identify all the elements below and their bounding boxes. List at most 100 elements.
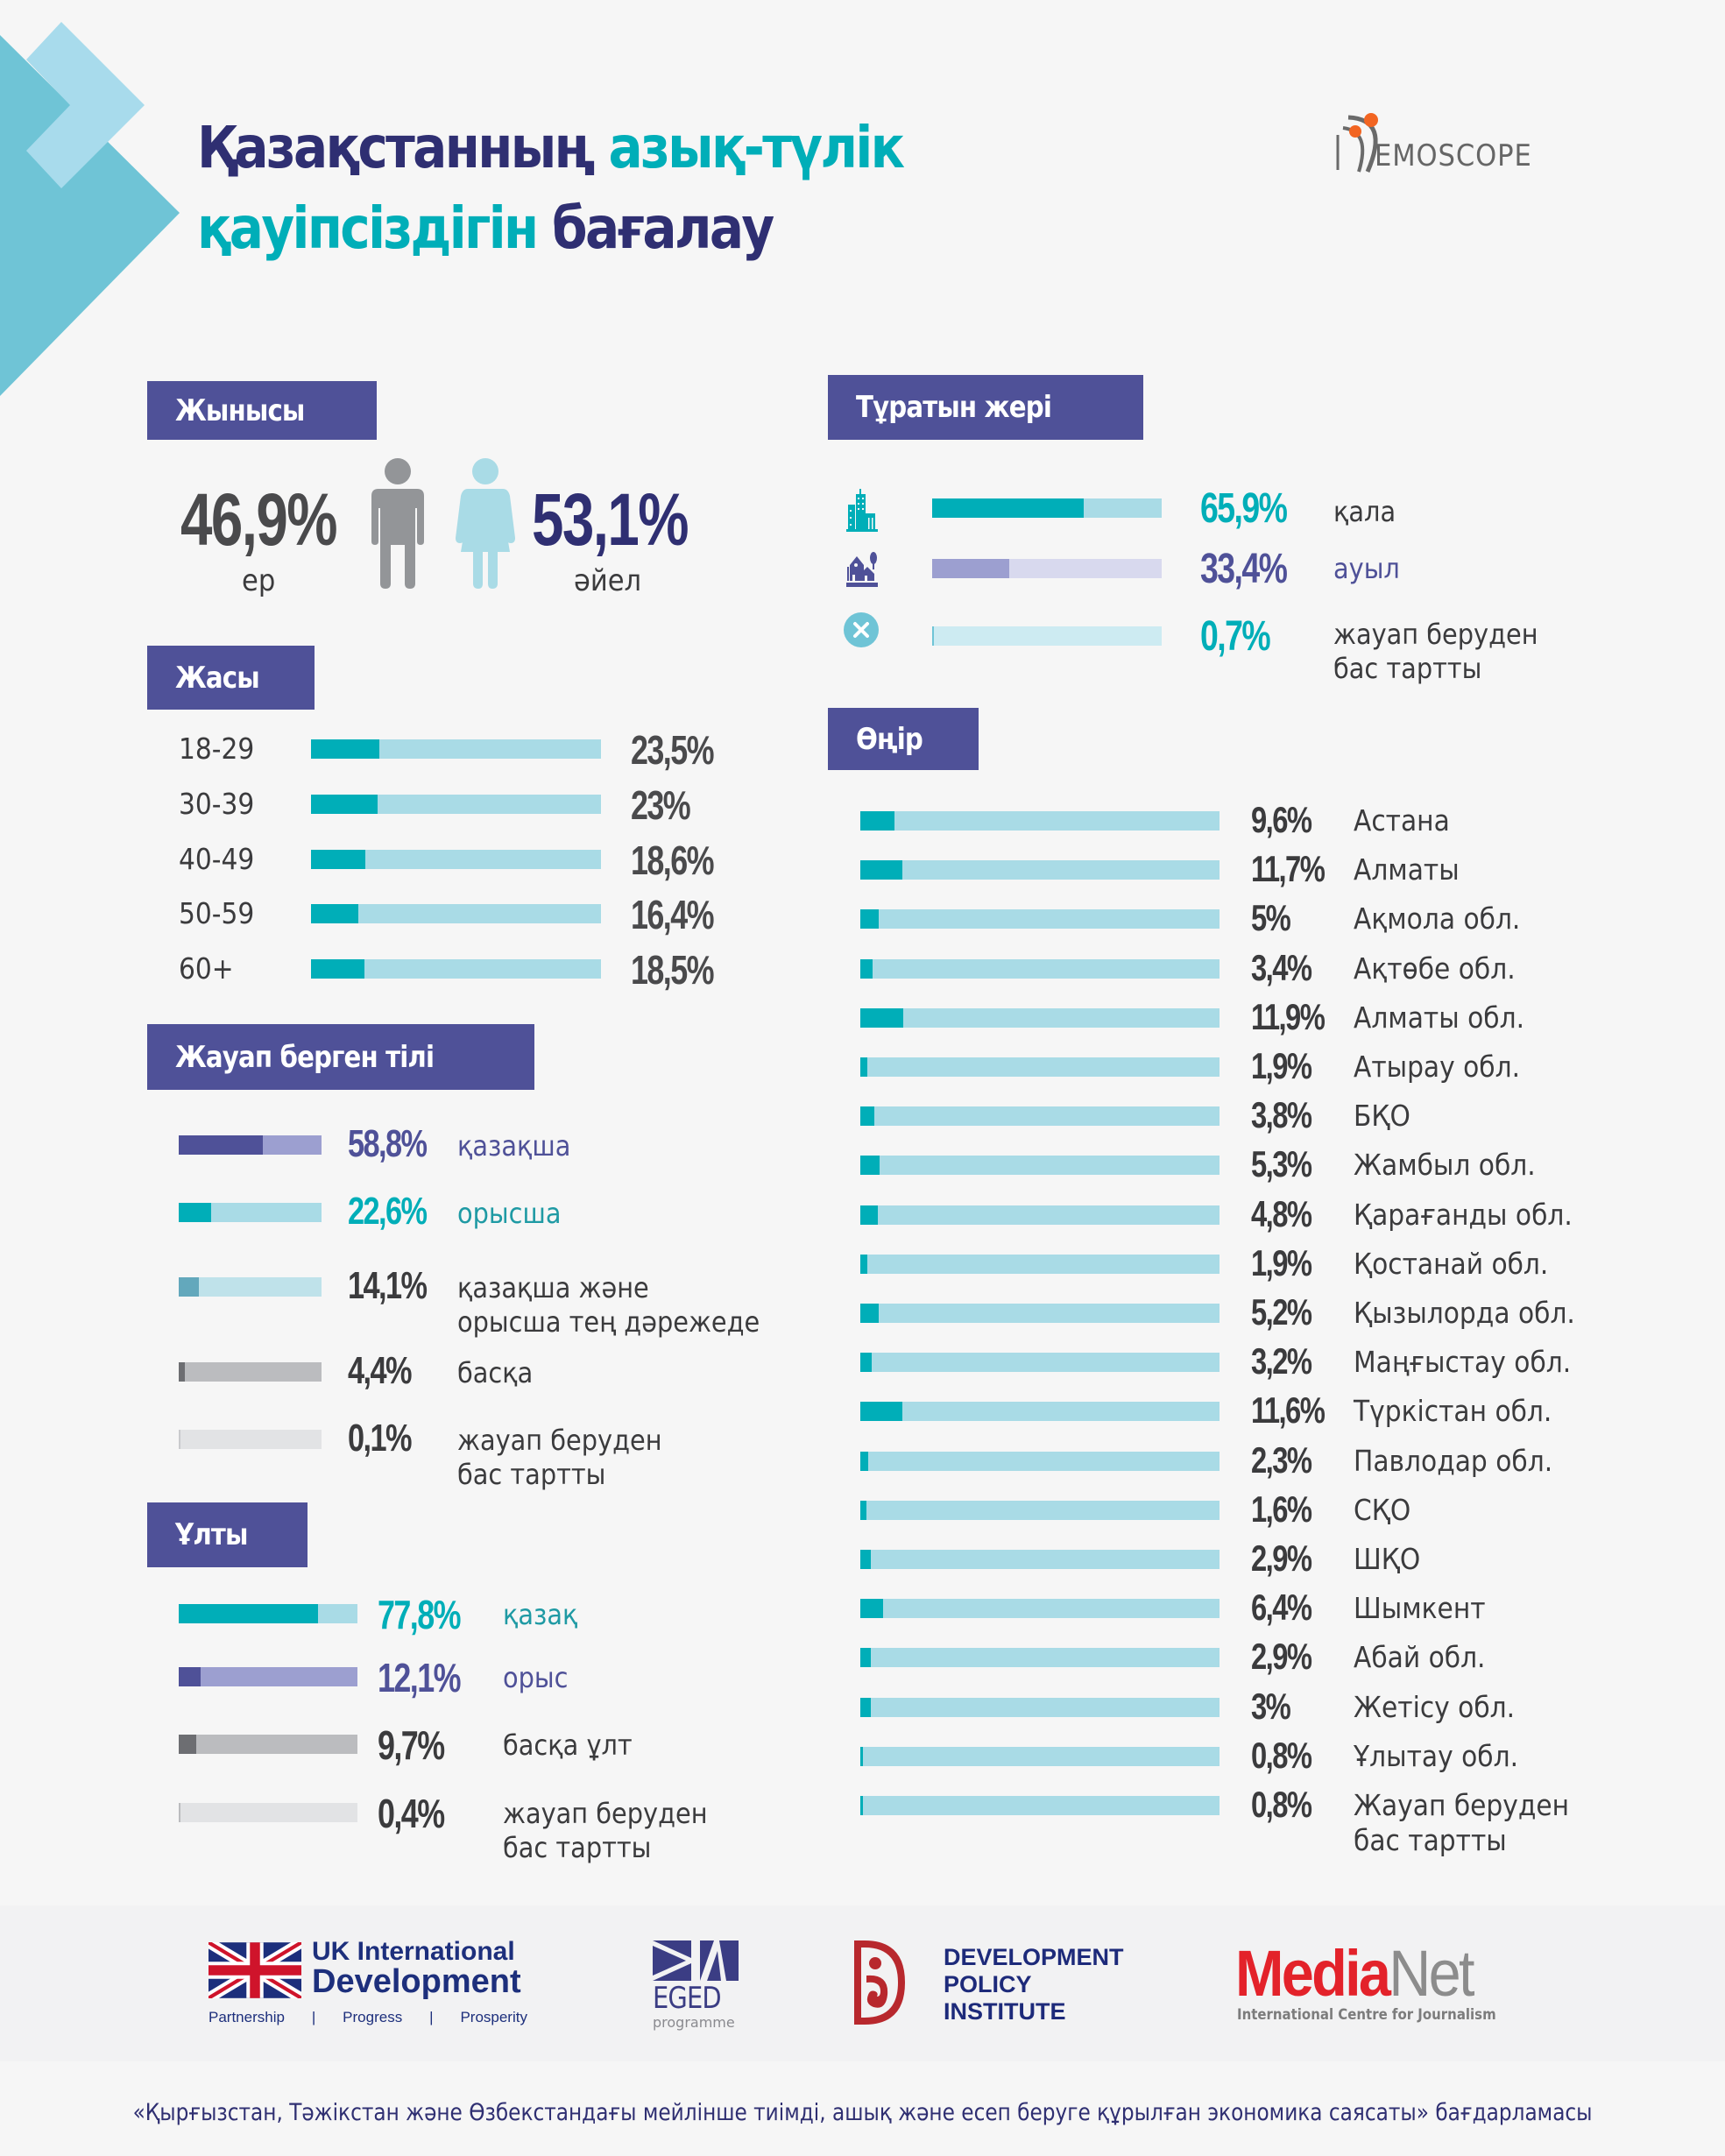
residence-bar-village bbox=[932, 559, 1162, 578]
region-label: БҚО bbox=[1354, 1099, 1410, 1134]
label-line: бас тартты bbox=[1333, 652, 1482, 686]
region-bar bbox=[860, 860, 1220, 880]
residence-label: қала bbox=[1333, 495, 1396, 528]
region-bar bbox=[860, 958, 1220, 979]
bar-fill bbox=[860, 958, 873, 979]
language-value: 58,8% bbox=[348, 1122, 428, 1165]
region-bar bbox=[860, 1500, 1220, 1520]
eged-logo: EGED programme bbox=[653, 1940, 740, 2031]
bar-fill bbox=[179, 1203, 211, 1222]
bar-fill bbox=[860, 1057, 867, 1077]
region-value: 9,6% bbox=[1251, 799, 1312, 840]
region-label: Павлодар обл. bbox=[1354, 1444, 1552, 1479]
uk-aid-logo: UK International Development Partnership… bbox=[209, 1937, 533, 2030]
bar-fill bbox=[860, 1500, 866, 1520]
page-title-line-1: Қазақстанның азық-түлік bbox=[197, 119, 905, 177]
title-part: Қазақстанның bbox=[197, 114, 595, 181]
region-label: Қарағанды обл. bbox=[1354, 1198, 1573, 1233]
residence-value: 65,9% bbox=[1200, 485, 1288, 532]
section-header-label: Тұратын жері bbox=[856, 390, 1052, 425]
residence-value: 0,7% bbox=[1200, 613, 1271, 660]
region-label: Жетісу обл. bbox=[1354, 1690, 1515, 1725]
region-value: 1,9% bbox=[1251, 1241, 1312, 1283]
language-value: 22,6% bbox=[348, 1190, 428, 1233]
region-label: Жауап беруден бас тартты bbox=[1354, 1788, 1569, 1859]
bar-fill bbox=[311, 959, 365, 979]
demoscope-logo-text: EMOSCOPE bbox=[1375, 138, 1532, 173]
tagline-separator: | bbox=[429, 2009, 434, 2025]
label-line: жауап беруден bbox=[503, 1797, 708, 1830]
section-header-label: Жасы bbox=[175, 660, 260, 696]
nationality-bar bbox=[179, 1735, 357, 1754]
label-line: Ақмола обл. bbox=[1354, 901, 1521, 937]
bar-fill bbox=[860, 1304, 880, 1323]
bar-fill bbox=[179, 1277, 199, 1297]
region-value: 0,8% bbox=[1251, 1734, 1312, 1776]
residence-bar-city bbox=[932, 498, 1162, 518]
region-label: Астана bbox=[1354, 803, 1450, 838]
title-part: қауіпсіздігін bbox=[197, 194, 539, 262]
region-label: Алматы bbox=[1354, 852, 1460, 887]
nationality-bar bbox=[179, 1604, 357, 1623]
bar-fill bbox=[932, 559, 1009, 578]
label-line: Маңғыстау обл. bbox=[1354, 1345, 1572, 1380]
region-bar bbox=[860, 1550, 1220, 1569]
label-line: Алматы обл. bbox=[1354, 1000, 1525, 1035]
bar-fill bbox=[932, 498, 1084, 518]
section-header-label: Жауап берген тілі bbox=[175, 1039, 435, 1075]
region-bar bbox=[860, 1599, 1220, 1619]
program-note: «Қырғызстан, Тәжікстан және Өзбекстандағ… bbox=[0, 2099, 1725, 2126]
residence-label: жауап беруден бас тартты bbox=[1333, 618, 1538, 686]
region-bar bbox=[860, 1057, 1220, 1077]
section-header-gender: Жынысы bbox=[147, 381, 377, 440]
bar-fill bbox=[179, 1604, 318, 1623]
dpi-line: POLICY bbox=[944, 1971, 1032, 1998]
region-label: Абай обл. bbox=[1354, 1640, 1485, 1675]
male-label: ер bbox=[242, 563, 276, 598]
region-value: 3,4% bbox=[1251, 946, 1312, 988]
label-line: жауап беруден bbox=[457, 1424, 662, 1457]
age-value: 18,6% bbox=[631, 837, 715, 883]
region-bar bbox=[860, 1007, 1220, 1028]
region-value: 3% bbox=[1251, 1685, 1291, 1727]
nationality-bar bbox=[179, 1803, 357, 1822]
medianet-part2: Net bbox=[1389, 1937, 1474, 2010]
bar-fill bbox=[179, 1362, 186, 1382]
uk-aid-line1: UK International bbox=[312, 1937, 515, 1966]
nationality-label: орыс bbox=[503, 1661, 568, 1695]
language-label: басқа bbox=[457, 1356, 533, 1390]
label-line: Қостанай обл. bbox=[1354, 1246, 1549, 1281]
male-icon bbox=[371, 458, 424, 589]
label-line: СҚО bbox=[1354, 1492, 1411, 1527]
city-icon bbox=[846, 489, 878, 532]
region-bar bbox=[860, 1205, 1220, 1225]
label-line: Павлодар обл. bbox=[1354, 1443, 1553, 1478]
bar-fill bbox=[179, 1667, 201, 1686]
title-part: азық-түлік bbox=[608, 114, 905, 181]
region-bar bbox=[860, 1402, 1220, 1422]
section-header-residence: Тұратын жері bbox=[828, 375, 1143, 440]
region-label: Алматы обл. bbox=[1354, 1000, 1524, 1036]
language-bar bbox=[179, 1203, 322, 1222]
region-label: Қостанай обл. bbox=[1354, 1247, 1548, 1282]
label-line: ШҚО bbox=[1354, 1542, 1421, 1576]
bar-fill bbox=[311, 739, 379, 759]
label-line: Жамбыл обл. bbox=[1354, 1148, 1536, 1183]
residence-value: 33,4% bbox=[1200, 546, 1288, 592]
region-label: Ақмола обл. bbox=[1354, 901, 1520, 937]
label-line: Қызылорда обл. bbox=[1354, 1296, 1575, 1330]
bar-fill bbox=[860, 1648, 871, 1668]
language-bar bbox=[179, 1362, 322, 1382]
region-label: Ұлытау обл. bbox=[1354, 1739, 1518, 1774]
region-value: 4,8% bbox=[1251, 1192, 1312, 1234]
eged-logo-sub: programme bbox=[653, 2014, 735, 2031]
region-value: 11,6% bbox=[1251, 1389, 1326, 1431]
bar-fill bbox=[860, 1205, 878, 1225]
tagline-word: Prosperity bbox=[460, 2009, 527, 2025]
language-label: орысша bbox=[457, 1197, 561, 1231]
nationality-value: 12,1% bbox=[378, 1655, 462, 1700]
section-header-label: Өңір bbox=[856, 721, 923, 757]
bar-fill bbox=[860, 1254, 867, 1274]
tagline-word: Progress bbox=[343, 2009, 403, 2025]
bar-fill bbox=[860, 860, 902, 880]
